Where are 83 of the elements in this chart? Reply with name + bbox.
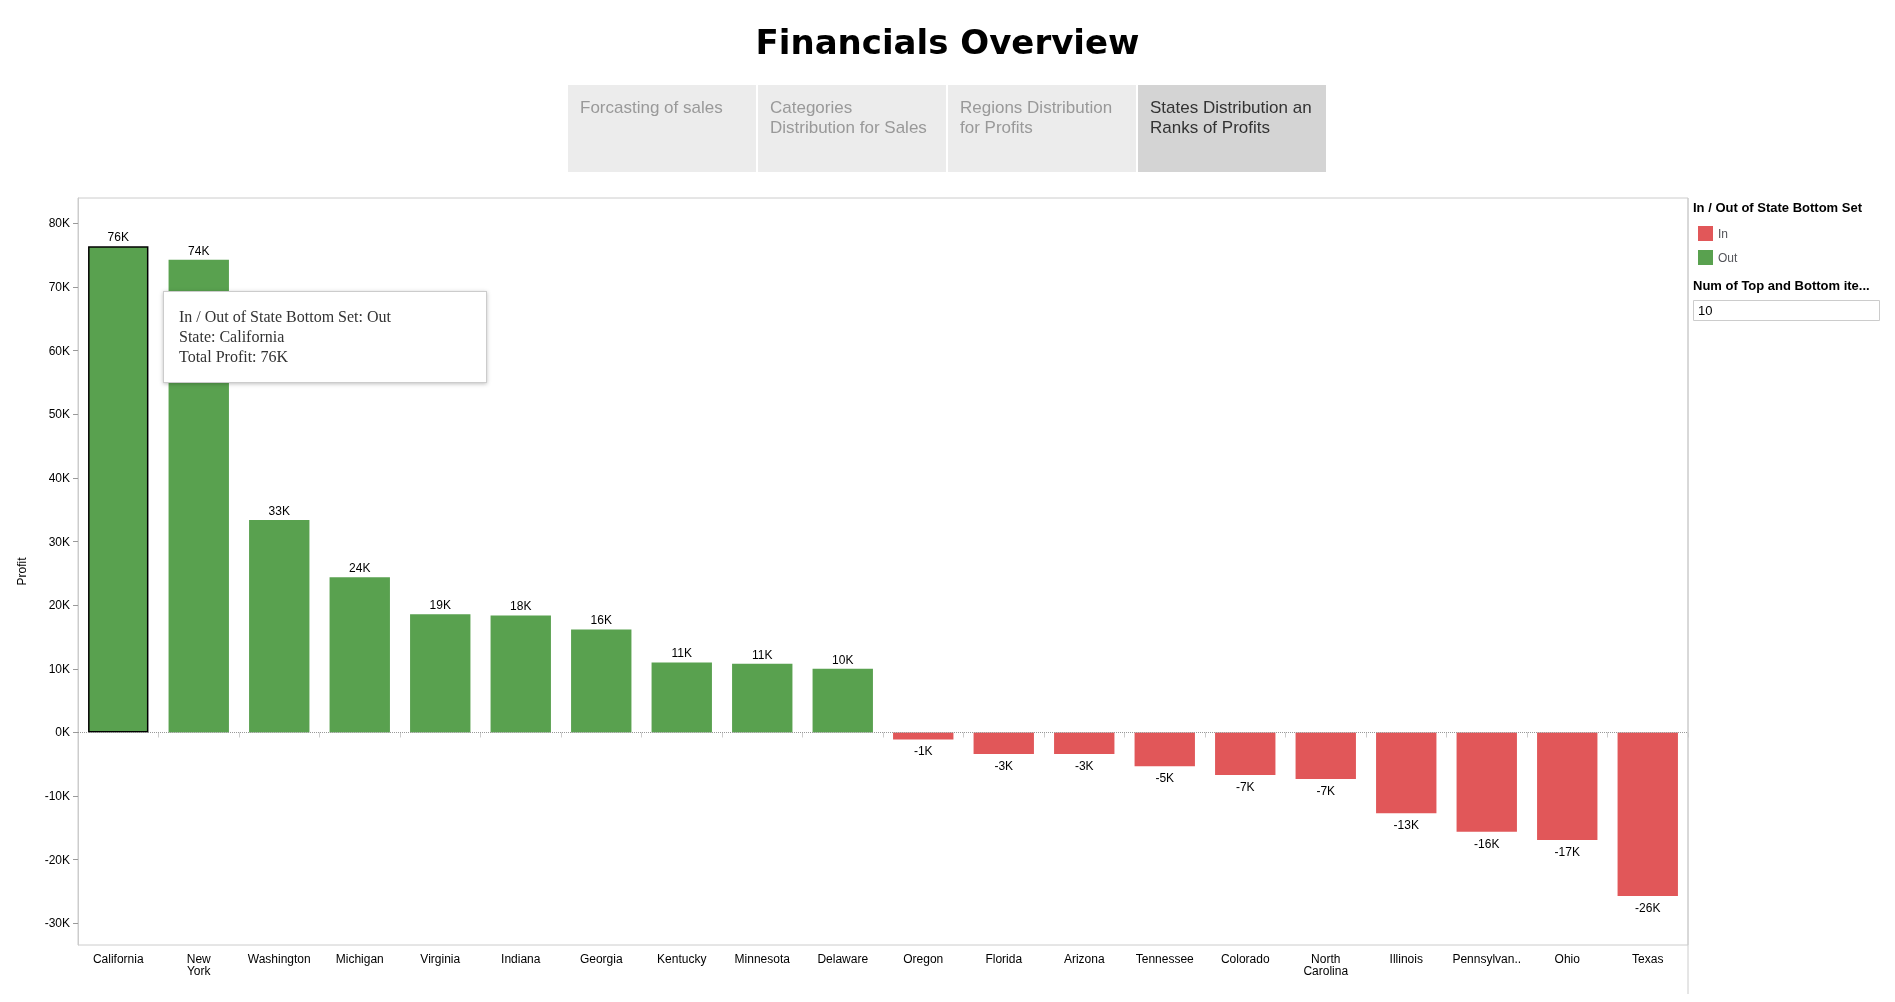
- text: Forcasting of sales: [580, 97, 723, 117]
- text: 19K: [429, 598, 451, 613]
- x-tick-label: Oregon: [903, 952, 944, 966]
- x-tick-label: Illinois: [1389, 952, 1423, 966]
- tooltip-panel: In / Out of State Bottom Set: Out State: California Total Profit: 76K: [163, 291, 487, 383]
- chart-title: Financials Overview: [755, 22, 1140, 62]
- y-tick-label: 10K: [48, 661, 70, 676]
- x-tick-label: Georgia: [579, 952, 623, 966]
- bar: [1295, 732, 1356, 779]
- y-tick-label: 80K: [48, 216, 70, 231]
- text: 24K: [349, 561, 371, 576]
- x-tick-label: Colorado: [1220, 952, 1270, 966]
- text: -5K: [1155, 771, 1175, 786]
- bar: [1537, 732, 1598, 841]
- text: -1K: [913, 744, 933, 759]
- bar: [732, 663, 793, 733]
- bar: [973, 732, 1034, 755]
- text: -17K: [1554, 845, 1580, 860]
- text: 33K: [268, 503, 290, 518]
- text: 74K: [188, 243, 210, 258]
- text: 10: [1698, 303, 1713, 318]
- x-tick-label: North Carolina: [1303, 952, 1349, 978]
- bar: [490, 615, 551, 733]
- x-tick-label: Texas: [1632, 952, 1664, 966]
- text: -7K: [1316, 783, 1336, 798]
- bar: [571, 629, 632, 733]
- y-tick-label: 20K: [48, 598, 70, 613]
- x-tick-label: Washington: [247, 952, 311, 966]
- text: 76K: [107, 230, 129, 245]
- y-tick-label: 50K: [48, 407, 70, 422]
- x-tick-label: Michigan: [335, 952, 384, 966]
- text: -7K: [1235, 780, 1255, 795]
- text: -3K: [1074, 759, 1094, 774]
- text: 18K: [510, 599, 532, 614]
- y-tick-label: 70K: [48, 280, 70, 295]
- x-tick-label: Pennsylvan..: [1452, 952, 1522, 966]
- text: 10K: [832, 652, 854, 667]
- x-tick-label: Virginia: [420, 952, 461, 966]
- bar: [410, 614, 471, 733]
- x-tick-label: Delaware: [817, 952, 869, 966]
- text: -3K: [994, 759, 1014, 774]
- y-tick-label: -30K: [44, 916, 70, 931]
- x-tick-label: Florida: [985, 952, 1023, 966]
- text: -16K: [1474, 836, 1500, 851]
- x-tick-label: Kentucky: [657, 952, 707, 966]
- y-tick-label: -20K: [44, 852, 70, 867]
- x-tick-label: Arizona: [1063, 952, 1105, 966]
- legend-label: Out: [1718, 250, 1739, 265]
- text: -13K: [1393, 818, 1419, 833]
- bar: [1134, 732, 1195, 767]
- bar: [329, 577, 390, 733]
- x-tick-label: Minnesota: [734, 952, 791, 966]
- text: 11K: [671, 646, 692, 661]
- x-tick-label: Tennessee: [1135, 952, 1195, 966]
- bar: [88, 246, 149, 733]
- y-tick-label: 40K: [48, 470, 70, 485]
- text: States Distribution an Ranks of Profits: [1150, 97, 1317, 137]
- legend-title: In / Out of State Bottom Set: [1693, 200, 1863, 215]
- text: 16K: [590, 613, 612, 628]
- bar: [651, 662, 712, 733]
- x-tick-label: California: [92, 952, 144, 966]
- y-axis-title: Profit: [15, 556, 29, 586]
- bar: [1215, 732, 1276, 776]
- bar: [1617, 732, 1678, 897]
- y-tick-label: -10K: [44, 789, 70, 804]
- text: Num of Top and Bottom ite...: [1693, 278, 1870, 293]
- legend-label: In: [1718, 226, 1729, 241]
- x-tick-label: New York: [186, 952, 212, 978]
- bar: [812, 668, 873, 733]
- bar: [893, 732, 954, 740]
- text: -26K: [1635, 901, 1661, 916]
- x-tick-label: Ohio: [1554, 952, 1581, 966]
- bar: [1054, 732, 1115, 755]
- text: Regions Distribution for Profits: [960, 97, 1117, 137]
- text: Categories Distribution for Sales: [770, 97, 927, 137]
- y-tick-label: 0K: [55, 725, 70, 740]
- bar: [249, 519, 310, 733]
- bar: [1456, 732, 1517, 832]
- text: 11K: [752, 647, 773, 662]
- y-tick-label: 30K: [48, 534, 70, 549]
- y-tick-label: 60K: [48, 343, 70, 358]
- x-tick-label: Indiana: [501, 952, 541, 966]
- bar: [1376, 732, 1437, 814]
